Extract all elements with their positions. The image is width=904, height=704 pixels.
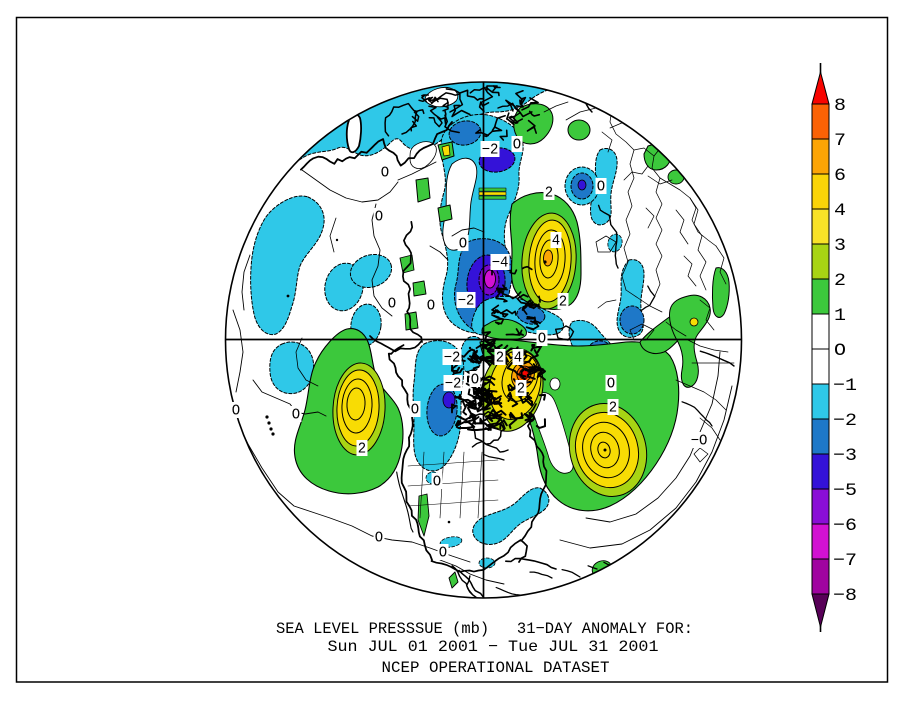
svg-text:1: 1: [834, 306, 846, 326]
svg-text:O: O: [292, 407, 300, 424]
svg-text:−2: −2: [445, 376, 462, 393]
svg-text:O: O: [597, 179, 605, 196]
svg-text:−2: −2: [833, 411, 857, 431]
svg-text:−1: −1: [833, 376, 857, 396]
svg-text:2: 2: [834, 271, 846, 291]
svg-text:2: 2: [609, 400, 617, 417]
svg-text:NCEP OPERATIONAL DATASET: NCEP OPERATIONAL DATASET: [382, 659, 610, 677]
svg-text:O: O: [439, 545, 447, 562]
svg-text:O: O: [381, 165, 389, 182]
svg-text:7: 7: [834, 131, 846, 151]
svg-text:4: 4: [514, 350, 522, 367]
svg-text:O: O: [388, 296, 396, 313]
svg-text:SEA LEVEL PRESSSUE (mb) 31−D: SEA LEVEL PRESSSUE (mb) 31−DAY ANOMALY F…: [276, 620, 693, 638]
svg-text:−8: −8: [833, 586, 857, 606]
svg-text:O: O: [538, 331, 546, 348]
svg-text:2: 2: [545, 185, 553, 202]
svg-text:2: 2: [496, 350, 504, 367]
svg-text:Sun JUL 01 2001 − Tue JUL 31 2: Sun JUL 01 2001 − Tue JUL 31 2001: [328, 638, 659, 656]
svg-text:O: O: [375, 209, 383, 226]
svg-text:O: O: [411, 402, 419, 419]
svg-text:3: 3: [834, 236, 846, 256]
svg-text:2: 2: [559, 294, 567, 311]
svg-text:O: O: [427, 298, 435, 315]
svg-text:−2: −2: [444, 350, 461, 367]
svg-text:8: 8: [834, 96, 846, 116]
svg-text:−2: −2: [482, 142, 499, 159]
svg-text:O: O: [513, 137, 521, 154]
svg-text:−6: −6: [833, 516, 857, 536]
svg-text:O: O: [232, 403, 240, 420]
svg-text:−5: −5: [833, 481, 857, 501]
svg-text:O: O: [433, 474, 441, 491]
svg-text:O: O: [471, 372, 479, 389]
svg-text:6: 6: [834, 166, 846, 186]
svg-text:4: 4: [834, 201, 846, 221]
svg-text:2: 2: [517, 381, 525, 398]
svg-text:4: 4: [552, 233, 560, 250]
svg-text:−3: −3: [833, 446, 857, 466]
svg-text:O: O: [834, 341, 846, 361]
svg-text:−4: −4: [492, 255, 509, 272]
svg-text:O: O: [375, 530, 383, 547]
svg-text:−O: −O: [691, 433, 708, 450]
svg-text:−7: −7: [833, 551, 857, 571]
svg-text:−2: −2: [458, 293, 475, 310]
svg-text:O: O: [459, 236, 467, 253]
svg-text:O: O: [607, 376, 615, 393]
svg-text:2: 2: [358, 441, 366, 458]
